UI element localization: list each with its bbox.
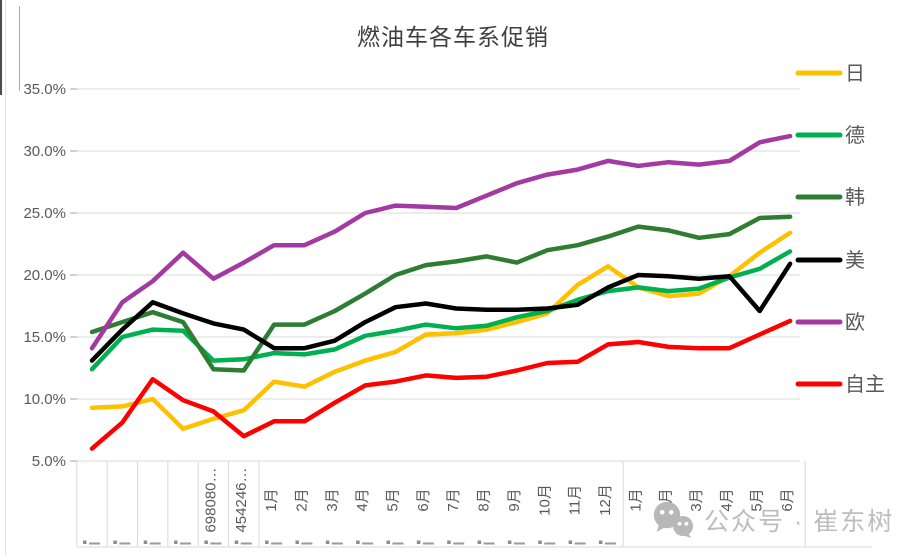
clipped-glyph-fragment — [356, 540, 360, 544]
series-line-korean — [89, 214, 793, 373]
screenshot-faint-edge-artifact — [5, 0, 6, 555]
clipped-glyph-fragment — [119, 542, 131, 545]
watermark-text: 公众号 · 崔东树 — [704, 508, 895, 536]
clipped-glyph-fragment — [483, 542, 495, 545]
clipped-glyph-fragment — [143, 540, 148, 544]
chart-title: 燃油车各车系促销 — [357, 24, 549, 50]
clipped-glyph-fragment — [240, 542, 252, 545]
x-axis-label: 8月 — [476, 488, 493, 511]
legend-item-german: 德 — [795, 124, 865, 147]
clipped-glyph-fragment — [83, 540, 87, 544]
clipped-glyph-fragment — [604, 542, 616, 545]
x-axis-label: 3月 — [324, 488, 341, 511]
screenshot-edge-artifact — [0, 0, 2, 95]
legend-label-domestic: 自主 — [845, 373, 885, 396]
clipped-glyph-fragment — [113, 540, 117, 544]
clipped-glyph-fragment — [386, 540, 390, 544]
x-axis-label: 11月 — [567, 485, 584, 516]
clipped-glyph-fragment — [416, 540, 421, 544]
legend-label-japanese: 日 — [845, 63, 865, 85]
series-line-german — [89, 249, 793, 372]
legend-label-german: 德 — [845, 124, 865, 147]
y-axis-tick-label: 15.0% — [23, 329, 66, 346]
clipped-glyph-fragment — [210, 542, 222, 545]
gridlines — [76, 88, 800, 400]
legend-item-japanese: 日 — [795, 63, 865, 85]
x-axis-label: 10月 — [536, 484, 553, 516]
clipped-glyph-fragment — [574, 542, 586, 545]
x-axis-label: 7月 — [445, 488, 462, 511]
x-axis-label: 1月 — [627, 488, 644, 511]
clipped-glyph-fragment — [568, 540, 573, 544]
clipped-glyph-fragment — [453, 542, 465, 545]
series-line-domestic — [89, 318, 793, 451]
clipped-glyph-fragment — [513, 542, 525, 545]
x-axis-label: 12月 — [597, 484, 614, 516]
clipped-glyph-fragment — [234, 540, 239, 544]
clipped-glyph-fragment — [507, 540, 512, 544]
x-axis-label: 5月 — [749, 488, 766, 511]
legend-label-american: 美 — [845, 249, 865, 272]
clipped-glyph-fragment — [204, 540, 208, 544]
clipped-glyph-fragment — [265, 540, 269, 544]
x-axis-label: 2月 — [293, 488, 310, 511]
clipped-glyph-fragment — [271, 542, 283, 545]
axis-clipped-text-fragments — [83, 540, 616, 545]
y-axis-tick-label: 35.0% — [23, 81, 66, 98]
x-axis-label: 698080… — [202, 467, 219, 532]
clipped-glyph-fragment — [295, 540, 299, 544]
clipped-glyph-fragment — [544, 542, 556, 545]
legend-label-korean: 韩 — [845, 186, 865, 209]
clipped-glyph-fragment — [447, 540, 451, 544]
clipped-glyph-fragment — [392, 542, 404, 545]
clipped-glyph-fragment — [301, 542, 313, 545]
clipped-glyph-fragment — [89, 542, 100, 545]
clipped-glyph-fragment — [477, 540, 482, 544]
y-axis: 35.0% 30.0% 25.0% 20.0% 15.0% 10.0% 5.0% — [23, 81, 77, 470]
x-axis-label: 6月 — [779, 488, 796, 511]
clipped-glyph-fragment — [422, 542, 434, 545]
legend-item-korean: 韩 — [795, 186, 865, 209]
clipped-glyph-fragment — [331, 542, 343, 545]
watermark: 公众号 · 崔东树 — [650, 500, 894, 540]
y-axis-tick-label: 5.0% — [32, 453, 66, 470]
clipped-glyph-fragment — [325, 540, 330, 544]
series-line-european — [89, 133, 793, 351]
x-axis-label: 5月 — [385, 488, 402, 511]
y-axis-tick-label: 20.0% — [23, 267, 66, 284]
series-line-american — [89, 261, 793, 363]
x-axis-label: 4月 — [718, 488, 735, 511]
x-axis-label: 1月 — [263, 488, 280, 511]
series-lines — [89, 133, 793, 451]
y-axis-tick-label: 10.0% — [23, 391, 66, 408]
clipped-glyph-fragment — [598, 540, 603, 544]
screenshot-line-artifact — [19, 6, 20, 91]
x-axis-label: 4月 — [354, 488, 371, 511]
legend-item-american: 美 — [795, 249, 865, 272]
wechat-icon — [653, 501, 693, 538]
clipped-glyph-fragment — [149, 542, 161, 545]
clipped-glyph-fragment — [180, 542, 192, 545]
legend-item-domestic: 自主 — [795, 373, 885, 396]
x-axis-label: 6月 — [415, 488, 432, 511]
x-axis-label: 9月 — [506, 488, 523, 511]
x-axis-label: 454246… — [233, 467, 250, 532]
clipped-glyph-fragment — [174, 540, 178, 544]
legend-item-european: 欧 — [795, 311, 865, 334]
clipped-glyph-fragment — [362, 542, 374, 545]
axis-label-area-borders — [76, 460, 872, 548]
y-axis-tick-label: 30.0% — [23, 143, 66, 160]
legend-label-european: 欧 — [845, 311, 865, 334]
series-line-japanese — [89, 230, 793, 432]
clipped-glyph-fragment — [538, 540, 542, 544]
x-axis-label: 3月 — [688, 488, 705, 511]
y-axis-tick-label: 25.0% — [23, 205, 66, 222]
